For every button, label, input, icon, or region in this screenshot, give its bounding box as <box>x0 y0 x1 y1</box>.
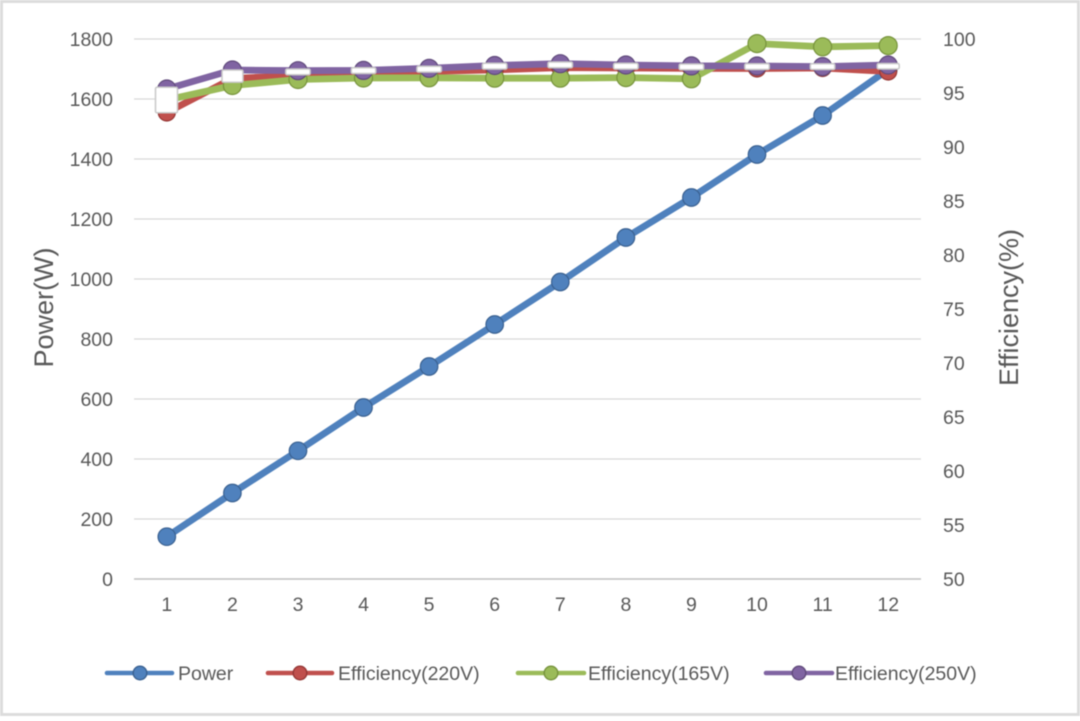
svg-text:4: 4 <box>358 594 369 616</box>
svg-text:Power: Power <box>178 663 234 685</box>
svg-text:10: 10 <box>746 594 768 616</box>
svg-text:70: 70 <box>943 353 965 375</box>
svg-text:9: 9 <box>686 594 697 616</box>
svg-text:85: 85 <box>943 191 965 213</box>
svg-text:7: 7 <box>555 594 566 616</box>
svg-text:1400: 1400 <box>70 149 114 171</box>
svg-text:95: 95 <box>943 83 965 105</box>
svg-text:60: 60 <box>943 461 965 483</box>
svg-text:65: 65 <box>943 407 965 429</box>
svg-text:8: 8 <box>620 594 631 616</box>
svg-text:100: 100 <box>943 29 976 51</box>
svg-text:Efficiency(165V): Efficiency(165V) <box>588 663 730 685</box>
svg-text:80: 80 <box>943 245 965 267</box>
svg-text:11: 11 <box>812 594 832 616</box>
svg-text:90: 90 <box>943 137 965 159</box>
svg-text:400: 400 <box>80 449 113 471</box>
svg-text:Efficiency(%): Efficiency(%) <box>994 229 1024 386</box>
svg-text:600: 600 <box>80 389 113 411</box>
svg-text:2: 2 <box>227 594 238 616</box>
svg-text:1600: 1600 <box>70 89 114 111</box>
svg-text:6: 6 <box>489 594 500 616</box>
svg-text:Power(W): Power(W) <box>29 248 59 368</box>
svg-text:5: 5 <box>424 594 435 616</box>
svg-text:75: 75 <box>943 299 965 321</box>
svg-text:800: 800 <box>80 329 113 351</box>
svg-text:200: 200 <box>80 509 113 531</box>
svg-text:0: 0 <box>102 569 113 591</box>
svg-text:1200: 1200 <box>70 209 114 231</box>
svg-text:50: 50 <box>943 569 965 591</box>
svg-text:1800: 1800 <box>70 29 114 51</box>
svg-text:12: 12 <box>877 594 899 616</box>
svg-text:Efficiency(220V): Efficiency(220V) <box>338 663 480 685</box>
svg-text:3: 3 <box>293 594 304 616</box>
svg-text:55: 55 <box>943 515 965 537</box>
svg-text:Efficiency(250V): Efficiency(250V) <box>835 663 977 685</box>
svg-text:1: 1 <box>161 594 172 616</box>
svg-text:1000: 1000 <box>70 269 114 291</box>
